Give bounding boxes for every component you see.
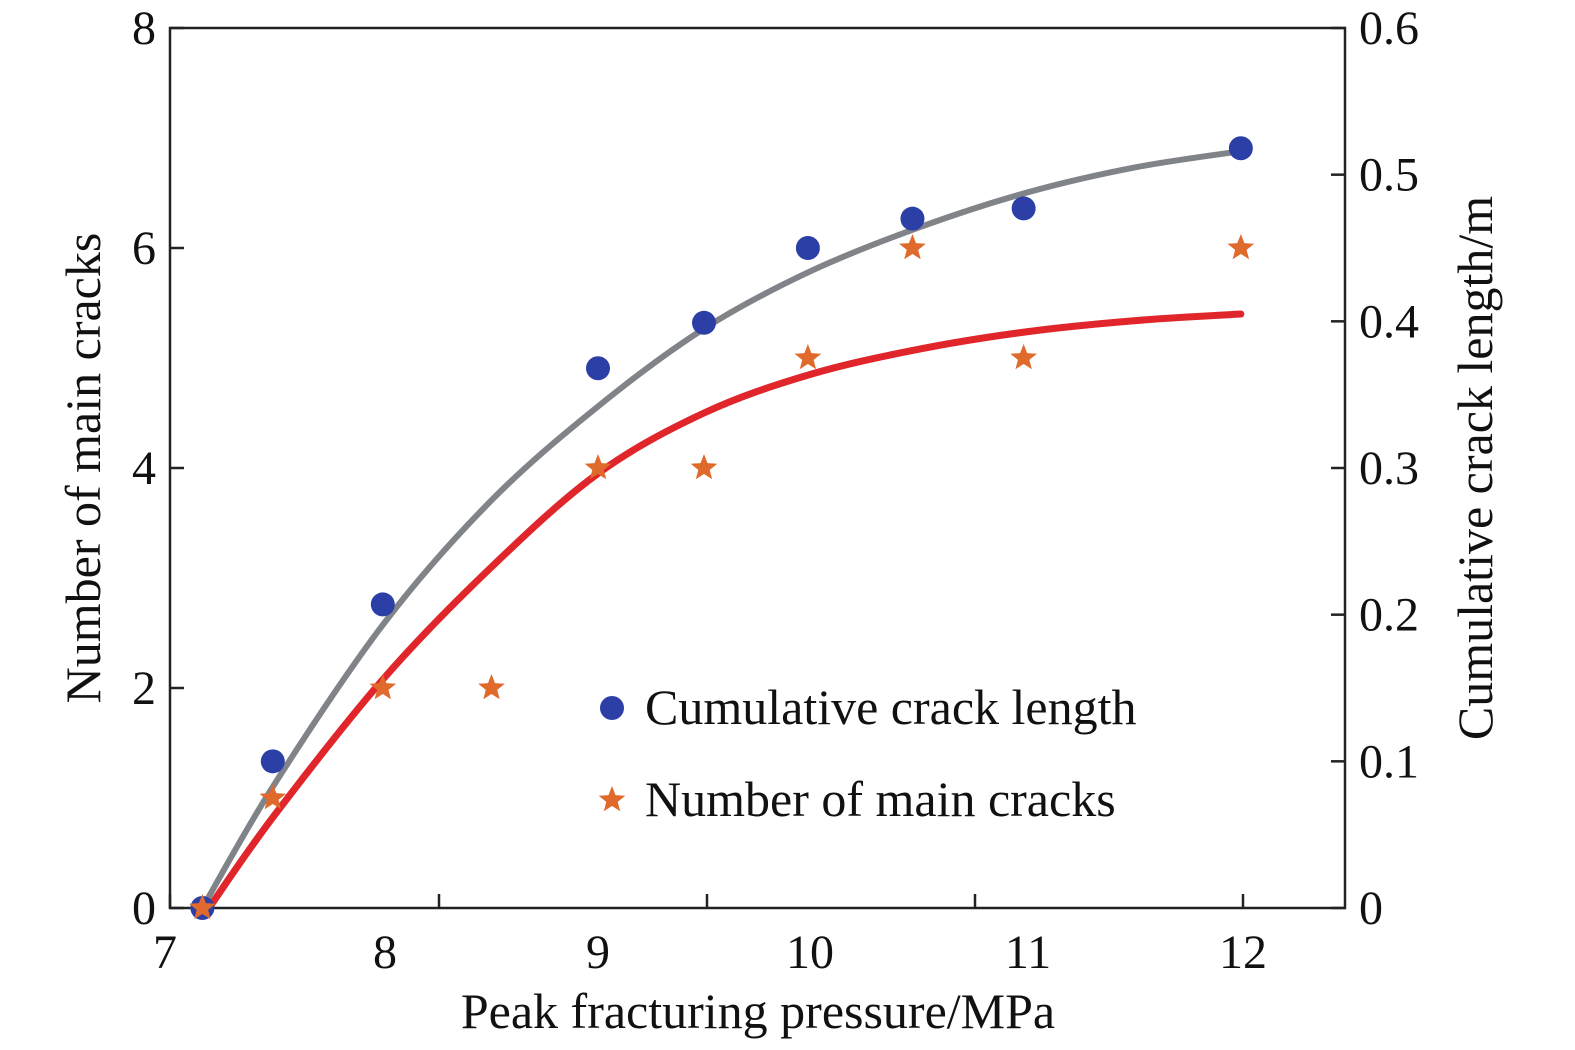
point-number-of-main-cracks [1010,344,1037,370]
point-number-of-main-cracks [369,674,397,700]
x-tick-label: 9 [586,926,610,979]
y-right-tick-label: 0.2 [1359,589,1419,642]
y-right-tick-label: 0.1 [1359,735,1419,788]
legend-label: Number of main cracks [645,771,1116,827]
y-right-axis: 0 0.1 0.2 0.3 0.4 0.5 0.6 [1331,2,1419,935]
point-number-of-main-cracks [690,454,718,480]
point-cumulative-crack-length [692,310,716,335]
point-cumulative-crack-length [586,356,610,381]
y-left-axis: 0 2 4 6 8 [132,2,184,935]
x-axis-title: Peak fracturing pressure/MPa [461,983,1055,1039]
x-tick-label: 12 [1219,926,1267,979]
legend-label: Cumulative crack length [645,679,1137,735]
point-number-of-main-cracks [794,344,822,370]
fit-line-2 [205,310,1245,912]
x-tick-label: 8 [373,926,397,979]
y-left-tick-label: 4 [132,442,156,495]
x-tick-label: 10 [786,926,834,979]
point-cumulative-crack-length [900,206,925,231]
point-number-of-main-cracks [899,234,926,260]
y-right-axis-title: Cumulative crack length/m [1447,196,1503,740]
data-points [189,136,1255,920]
point-number-of-main-cracks [584,454,612,480]
x-axis: 7 8 9 10 11 12 [153,894,1267,979]
y-right-tick-label: 0 [1359,882,1383,935]
point-cumulative-crack-length [370,592,395,617]
y-left-tick-label: 2 [132,662,156,715]
y-left-tick-label: 0 [132,882,156,935]
y-left-tick-label: 6 [132,222,156,275]
point-number-of-main-cracks [189,894,216,920]
legend: Cumulative crack length Number of main cr… [598,679,1137,827]
legend-circle-marker [600,696,624,720]
y-right-tick-label: 0.6 [1359,2,1419,55]
point-cumulative-crack-length [795,236,820,260]
legend-star-marker [598,786,626,812]
y-right-tick-label: 0.4 [1359,295,1419,348]
fit-line-1 [199,148,1244,911]
point-number-of-main-cracks [1227,234,1255,260]
fit-lines [199,148,1245,912]
y-left-axis-title: Number of main cracks [55,233,111,704]
y-left-tick-label: 8 [132,2,156,55]
point-number-of-main-cracks [259,784,287,810]
point-cumulative-crack-length [1228,136,1253,161]
x-tick-label: 7 [153,926,177,979]
point-number-of-main-cracks [478,674,505,700]
y-right-tick-label: 0.3 [1359,442,1419,495]
y-right-tick-label: 0.5 [1359,149,1419,202]
x-tick-label: 11 [1005,926,1051,979]
point-cumulative-crack-length [1011,196,1036,221]
point-cumulative-crack-length [260,749,285,774]
